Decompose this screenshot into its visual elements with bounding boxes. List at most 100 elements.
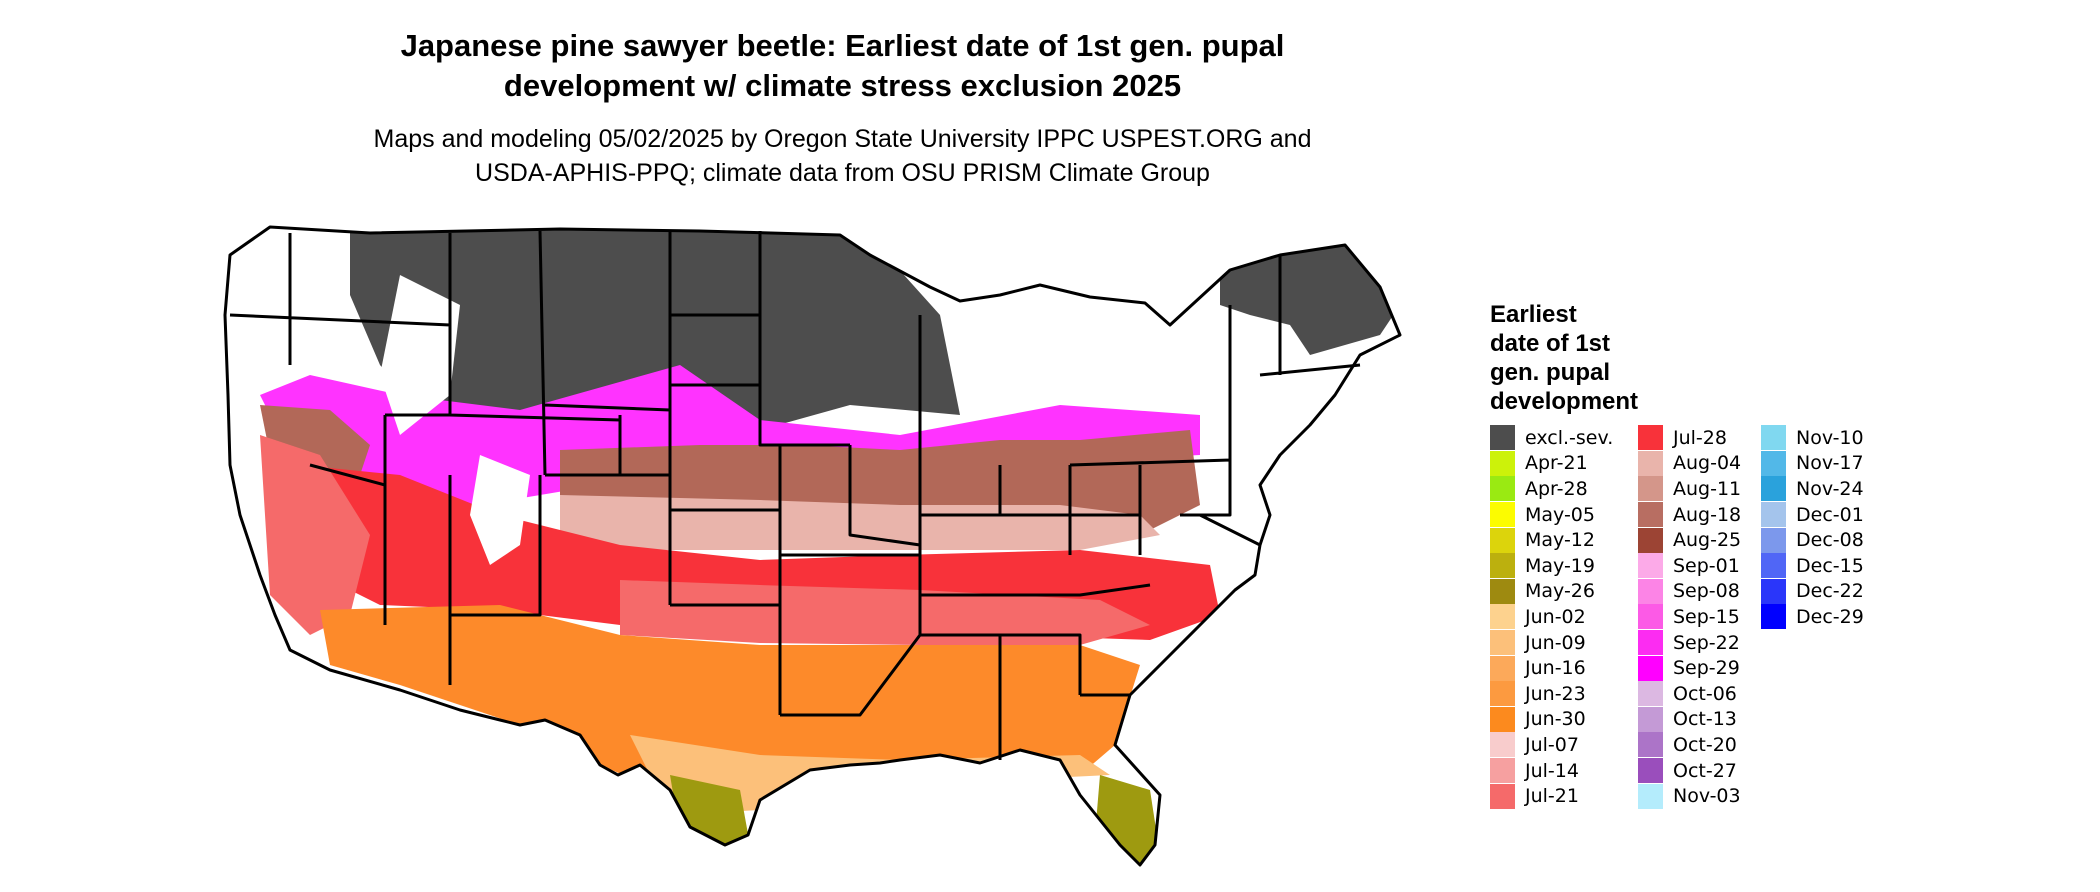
legend-label: Dec-08 bbox=[1796, 529, 1864, 552]
legend-swatch bbox=[1638, 706, 1663, 732]
legend-title: Earliest date of 1st gen. pupal developm… bbox=[1490, 300, 1680, 416]
legend-swatch bbox=[1638, 783, 1663, 809]
legend-column: Nov-10 Nov-17 Nov-24 Dec-01 Dec-08 Dec-15 Dec-… bbox=[1761, 425, 1891, 809]
legend-swatch bbox=[1490, 706, 1515, 732]
legend-label: Sep-08 bbox=[1673, 580, 1740, 603]
legend-label: Jul-21 bbox=[1525, 785, 1579, 808]
legend-item: Sep-08 bbox=[1638, 578, 1761, 605]
legend-swatch bbox=[1638, 604, 1663, 630]
legend-swatch bbox=[1638, 578, 1663, 604]
legend-label: May-12 bbox=[1525, 529, 1595, 552]
legend-item: Aug-18 bbox=[1638, 502, 1761, 528]
zone-july-west bbox=[260, 435, 370, 635]
legend-swatch bbox=[1638, 553, 1663, 579]
legend-swatch bbox=[1490, 732, 1515, 758]
legend-swatch bbox=[1490, 758, 1515, 784]
state-lines bbox=[229, 230, 1361, 760]
legend-swatch bbox=[1490, 655, 1515, 681]
legend-label: Aug-25 bbox=[1673, 529, 1742, 552]
legend-label: Dec-01 bbox=[1796, 503, 1864, 526]
legend-label: May-05 bbox=[1525, 503, 1595, 526]
legend-item: Dec-22 bbox=[1761, 578, 1891, 605]
legend-item: Sep-01 bbox=[1638, 553, 1761, 579]
legend-label: Sep-01 bbox=[1673, 554, 1740, 577]
legend-item: Dec-01 bbox=[1761, 502, 1891, 528]
legend-item: Nov-03 bbox=[1638, 783, 1761, 809]
legend-swatch bbox=[1761, 425, 1786, 451]
legend-item: Dec-15 bbox=[1761, 553, 1891, 579]
legend-label: Jul-14 bbox=[1525, 759, 1579, 782]
legend-label: Aug-18 bbox=[1673, 503, 1742, 526]
legend-item: excl.-sev. bbox=[1490, 425, 1638, 451]
zone-june-south bbox=[320, 605, 1140, 800]
legend-item: Sep-29 bbox=[1638, 655, 1761, 681]
legend-item: Jul-07 bbox=[1490, 732, 1638, 758]
legend-label: Jul-07 bbox=[1525, 733, 1579, 756]
legend-label: Nov-17 bbox=[1796, 452, 1864, 475]
legend-swatch bbox=[1490, 502, 1515, 528]
legend-swatch bbox=[1638, 476, 1663, 502]
legend-item: Sep-15 bbox=[1638, 604, 1761, 630]
legend-swatch bbox=[1638, 450, 1663, 476]
legend-columns: excl.-sev. Apr-21 Apr-28 May-05 May-12 May-19… bbox=[1490, 425, 1891, 809]
legend-swatch bbox=[1761, 476, 1786, 502]
legend-item: Jun-16 bbox=[1490, 655, 1638, 681]
legend-title-line-4: development bbox=[1490, 388, 1639, 415]
map-subtitle-line-1: Maps and modeling 05/02/2025 by Oregon S… bbox=[373, 125, 1312, 153]
legend-swatch bbox=[1761, 553, 1786, 579]
legend-label: Oct-06 bbox=[1673, 682, 1737, 705]
legend-swatch bbox=[1638, 527, 1663, 553]
legend-title-line-3: gen. pupal bbox=[1490, 359, 1610, 386]
legend-label: Aug-04 bbox=[1673, 452, 1742, 475]
legend-item: Apr-28 bbox=[1490, 476, 1638, 502]
legend-label: Sep-22 bbox=[1673, 631, 1740, 654]
legend-item: Aug-04 bbox=[1638, 450, 1761, 477]
legend-swatch bbox=[1490, 450, 1515, 476]
legend-label: Dec-29 bbox=[1796, 605, 1864, 628]
legend-item: Jul-28 bbox=[1638, 425, 1761, 451]
legend-item: Nov-10 bbox=[1761, 425, 1891, 451]
legend-column: excl.-sev. Apr-21 Apr-28 May-05 May-12 May-19… bbox=[1490, 425, 1638, 809]
legend-label: Oct-13 bbox=[1673, 708, 1737, 731]
legend-item: Nov-17 bbox=[1761, 450, 1891, 477]
legend-item: May-19 bbox=[1490, 553, 1638, 579]
legend-swatch bbox=[1490, 783, 1515, 809]
legend-swatch bbox=[1638, 425, 1663, 451]
zone-unshaded-northwest bbox=[380, 275, 460, 435]
legend-label: Nov-24 bbox=[1796, 477, 1864, 500]
legend-title-line-1: Earliest bbox=[1490, 301, 1577, 328]
legend-label: Nov-03 bbox=[1673, 785, 1741, 808]
legend-swatch bbox=[1761, 604, 1786, 630]
legend-item: Jun-09 bbox=[1490, 630, 1638, 656]
legend-title-line-2: date of 1st bbox=[1490, 330, 1611, 357]
legend-item: Aug-25 bbox=[1638, 527, 1761, 553]
legend-label: Nov-10 bbox=[1796, 426, 1864, 449]
legend-column: Jul-28 Aug-04 Aug-11 Aug-18 Aug-25 Sep-01 Sep-… bbox=[1638, 425, 1761, 809]
legend-label: Jun-23 bbox=[1525, 682, 1586, 705]
legend-item: Oct-06 bbox=[1638, 681, 1761, 707]
legend-label: Jun-02 bbox=[1525, 605, 1586, 628]
map-zones bbox=[225, 227, 1400, 865]
legend-label: Jun-09 bbox=[1525, 631, 1586, 654]
legend-item: Nov-24 bbox=[1761, 476, 1891, 502]
legend-item: Dec-29 bbox=[1761, 604, 1891, 630]
legend-swatch bbox=[1761, 450, 1786, 476]
legend-item: Jul-14 bbox=[1490, 758, 1638, 784]
legend-label: May-26 bbox=[1525, 580, 1595, 603]
legend-swatch bbox=[1638, 681, 1663, 707]
legend-swatch bbox=[1490, 425, 1515, 451]
state-borders bbox=[223, 225, 1402, 867]
legend-item: Dec-08 bbox=[1761, 527, 1891, 553]
legend-label: Dec-15 bbox=[1796, 554, 1864, 577]
legend-swatch bbox=[1638, 502, 1663, 528]
legend-item: May-12 bbox=[1490, 527, 1638, 553]
legend-swatch bbox=[1638, 758, 1663, 784]
legend-item: Oct-13 bbox=[1638, 706, 1761, 733]
us-map bbox=[223, 225, 1402, 867]
legend-label: Oct-20 bbox=[1673, 733, 1737, 756]
legend-label: Oct-27 bbox=[1673, 759, 1737, 782]
legend-swatch bbox=[1761, 578, 1786, 604]
legend-label: Apr-21 bbox=[1525, 452, 1588, 475]
legend-swatch bbox=[1638, 732, 1663, 758]
legend-label: May-19 bbox=[1525, 554, 1595, 577]
